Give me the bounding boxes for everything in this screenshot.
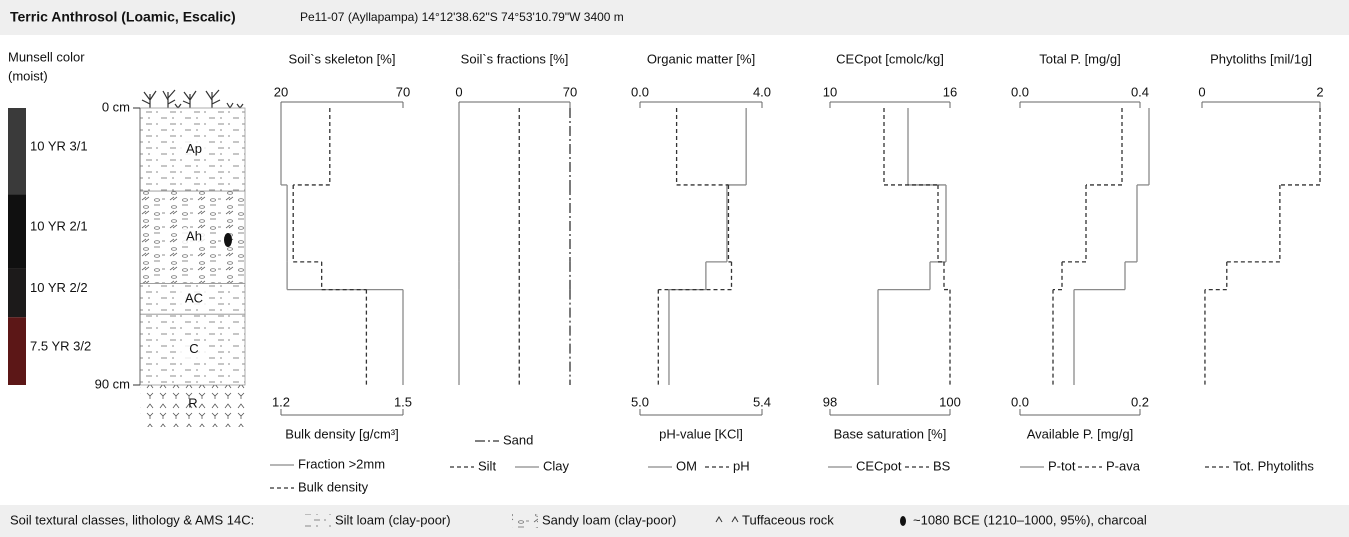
munsell-label: 10 YR 2/1 xyxy=(30,219,88,234)
horizon-label-bg xyxy=(180,140,208,159)
tick-label: 1.5 xyxy=(394,394,412,409)
horizon-label: C xyxy=(189,341,198,356)
footer-title: Soil textural classes, lithology & AMS 1… xyxy=(10,512,254,527)
munsell-label: (moist) xyxy=(8,68,48,83)
horizon-label-bg xyxy=(180,289,208,308)
legend-label: P-tot xyxy=(1048,458,1076,473)
munsell-band xyxy=(8,268,26,318)
footer-item: Tuffaceous rock xyxy=(742,512,834,527)
footer-bar xyxy=(0,505,1349,537)
legend-label: pH xyxy=(733,458,750,473)
tick-label: 100 xyxy=(939,394,961,409)
legend-label: Bulk density xyxy=(298,479,369,494)
depth-tick-label: 90 cm xyxy=(95,376,130,391)
legend-label: Sand xyxy=(503,432,533,447)
axis-label: Base saturation [%] xyxy=(834,426,947,441)
legend-label: P-ava xyxy=(1106,458,1141,473)
munsell-label: 7.5 YR 3/2 xyxy=(30,339,91,354)
bedrock xyxy=(140,385,245,427)
tick-label: 5.4 xyxy=(753,394,771,409)
legend-label: Tot. Phytoliths xyxy=(1233,458,1314,473)
legend-icon xyxy=(512,514,538,528)
tick-label: 70 xyxy=(563,84,577,99)
legend-label: Fraction >2mm xyxy=(298,456,385,471)
panel-title: Organic matter [%] xyxy=(647,51,755,66)
legend-label: Silt xyxy=(478,458,496,473)
tick-label: 0.0 xyxy=(631,84,649,99)
munsell-band xyxy=(8,194,26,269)
footer-item: Silt loam (clay-poor) xyxy=(335,512,451,527)
legend-icon xyxy=(305,514,331,528)
tick-label: 10 xyxy=(823,84,837,99)
tick-label: 4.0 xyxy=(753,84,771,99)
panel-title: CECpot [cmolc/kg] xyxy=(836,51,944,66)
legend-label: OM xyxy=(676,458,697,473)
legend-label: CECpot xyxy=(856,458,902,473)
tick-label: 0 xyxy=(455,84,462,99)
footer-item: Sandy loam (clay-poor) xyxy=(542,512,676,527)
tick-label: 0 xyxy=(1198,84,1205,99)
axis-label: Bulk density [g/cm³] xyxy=(285,426,398,441)
horizon-label: Ap xyxy=(186,141,202,156)
tick-label: 5.0 xyxy=(631,394,649,409)
tick-label: 70 xyxy=(396,84,410,99)
legend-label: Clay xyxy=(543,458,570,473)
tick-label: 1.2 xyxy=(272,394,290,409)
tick-label: 0.0 xyxy=(1011,394,1029,409)
horizon-label-bg xyxy=(180,228,208,247)
legend-icon xyxy=(715,516,739,523)
panel-title: Phytoliths [mil/1g] xyxy=(1210,51,1312,66)
legend-icon xyxy=(900,516,906,526)
header-subtitle: Pe11-07 (Ayllapampa) 14°12'38.62"S 74°53… xyxy=(300,10,624,24)
header-title: Terric Anthrosol (Loamic, Escalic) xyxy=(10,9,236,25)
panel-title: Soil`s fractions [%] xyxy=(461,51,569,66)
munsell-band xyxy=(8,317,26,385)
legend-label: BS xyxy=(933,458,951,473)
footer-item: ~1080 BCE (1210–1000, 95%), charcoal xyxy=(913,512,1147,527)
header-bar xyxy=(0,0,1349,35)
horizon-label: Ah xyxy=(186,229,202,244)
depth-tick-label: 0 cm xyxy=(102,99,130,114)
panel-title: Total P. [mg/g] xyxy=(1039,51,1120,66)
tick-label: 16 xyxy=(943,84,957,99)
tick-label: 0.0 xyxy=(1011,84,1029,99)
axis-label: Available P. [mg/g] xyxy=(1027,426,1133,441)
tick-label: 20 xyxy=(274,84,288,99)
charcoal xyxy=(224,233,232,247)
munsell-label: 10 YR 3/1 xyxy=(30,139,88,154)
munsell-label: 10 YR 2/2 xyxy=(30,280,88,295)
horizon-label: AC xyxy=(185,290,203,305)
panel-title: Soil`s skeleton [%] xyxy=(289,51,396,66)
plants xyxy=(141,89,244,109)
munsell-label: Munsell color xyxy=(8,49,85,64)
tick-label: 0.4 xyxy=(1131,84,1149,99)
tick-label: 0.2 xyxy=(1131,394,1149,409)
axis-label: pH-value [KCl] xyxy=(659,426,743,441)
munsell-band xyxy=(8,108,26,195)
tick-label: 2 xyxy=(1316,84,1323,99)
bedrock-label: R xyxy=(188,395,197,410)
horizon-label-bg xyxy=(180,340,208,359)
tick-label: 98 xyxy=(823,394,837,409)
